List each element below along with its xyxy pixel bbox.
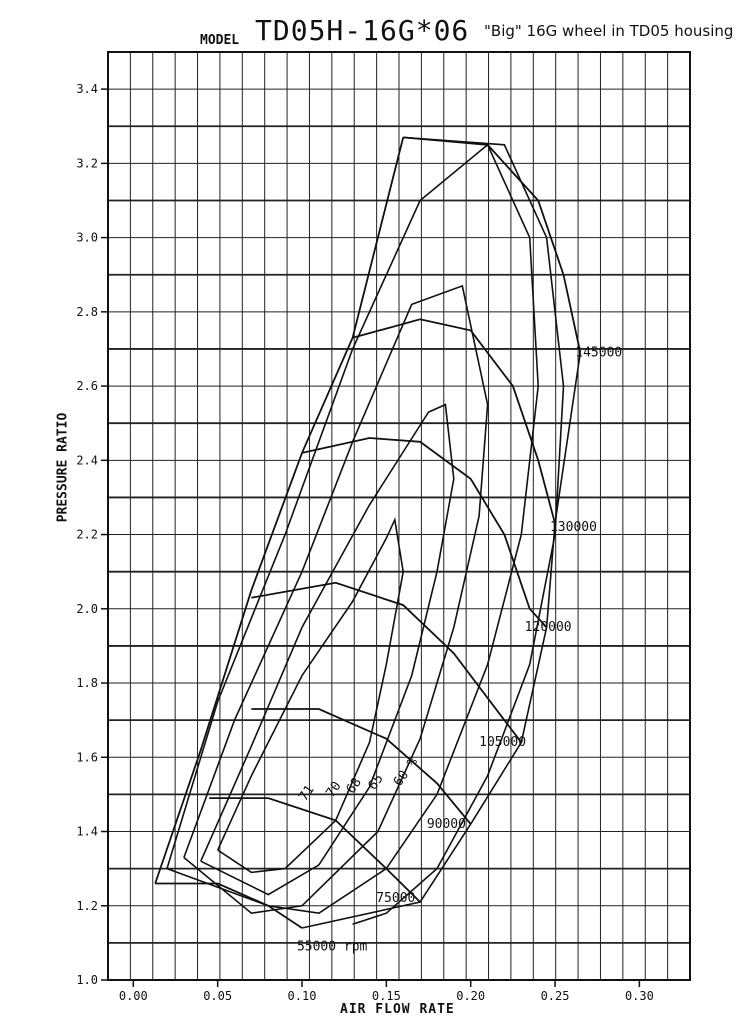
speed-line-label: 145000 — [575, 345, 622, 360]
efficiency-island-line — [352, 136, 565, 926]
efficiency-label: 60 % — [391, 755, 421, 789]
speed-line — [209, 797, 421, 903]
y-tick-label: 3.4 — [76, 82, 98, 96]
y-tick-label: 2.4 — [76, 453, 98, 467]
speed-line — [251, 708, 472, 825]
choke-line — [301, 352, 582, 929]
speed-line-label: 55000 rpm — [297, 939, 368, 954]
model-label: MODEL — [200, 33, 240, 48]
x-tick-label: 0.10 — [288, 989, 317, 1003]
y-tick-label: 1.4 — [76, 825, 98, 839]
y-tick-label: 2.0 — [76, 602, 98, 616]
efficiency-island-line — [200, 403, 455, 896]
y-tick-label: 2.2 — [76, 528, 98, 542]
efficiency-island-line — [166, 143, 540, 915]
y-tick-label: 3.0 — [76, 231, 98, 245]
speed-line-label: 120000 — [525, 620, 572, 635]
x-tick-label: 0.05 — [203, 989, 232, 1003]
speed-line — [155, 882, 303, 929]
chart-title: TD05H-16G*06 — [255, 14, 470, 47]
speed-line — [352, 318, 556, 524]
efficiency-label: 70 — [323, 779, 344, 800]
plot-frame — [107, 51, 691, 981]
x-tick-label: 0.30 — [625, 989, 654, 1003]
y-tick-label: 1.6 — [76, 750, 98, 764]
efficiency-label: 71 — [296, 783, 317, 804]
efficiency-island-line — [216, 516, 405, 874]
y-tick-label: 1.0 — [76, 973, 98, 987]
speed-line-label: 105000 — [479, 735, 526, 750]
y-tick-label: 2.6 — [76, 379, 98, 393]
y-tick-label: 2.8 — [76, 305, 98, 319]
x-tick-label: 0.00 — [119, 989, 148, 1003]
y-tick-label: 3.2 — [76, 156, 98, 170]
title-note: "Big" 16G wheel in TD05 housing — [484, 22, 734, 40]
speed-line-label: 130000 — [550, 520, 597, 535]
surge-line — [154, 137, 405, 884]
speed-line — [301, 437, 548, 629]
x-tick-label: 0.15 — [372, 989, 401, 1003]
efficiency-label: 68 — [344, 775, 365, 796]
x-tick-label: 0.20 — [456, 989, 485, 1003]
x-tick-label: 0.25 — [541, 989, 570, 1003]
speed-line-label: 90000 — [427, 817, 466, 832]
speed-line — [403, 136, 582, 353]
y-axis-label: PRESSURE RATIO — [55, 412, 71, 523]
efficiency-island-line — [183, 284, 489, 915]
x-axis-label: AIR FLOW RATE — [340, 1002, 455, 1017]
efficiency-label: 65 — [366, 772, 387, 793]
y-tick-label: 1.8 — [76, 676, 98, 690]
speed-line-label: 75000 — [376, 891, 415, 906]
speed-line — [251, 581, 523, 743]
y-tick-label: 1.2 — [76, 899, 98, 913]
